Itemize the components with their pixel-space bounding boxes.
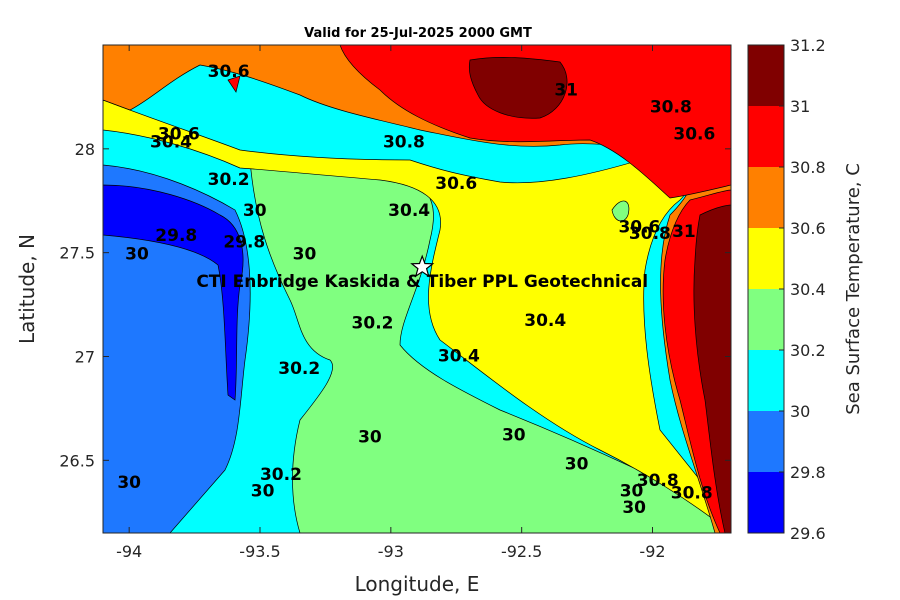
contour-label: 29.8 [155, 226, 197, 246]
site-star-marker [410, 254, 435, 278]
contour-label: 30.2 [352, 313, 394, 333]
x-tick-label: -93 [378, 542, 404, 561]
x-tick-label: -94 [116, 542, 142, 561]
contour-label: 30 [251, 481, 275, 501]
colorbar-swatch [748, 45, 784, 106]
x-axis-label: Longitude, E [355, 572, 480, 596]
sst-band-30.8-31.0-north [339, 45, 731, 199]
colorbar-swatch [748, 350, 784, 411]
contour-label: 30.8 [629, 224, 671, 244]
contour-label: 30 [622, 498, 646, 518]
sst-speck-green [611, 200, 630, 222]
colorbar-swatch [748, 167, 784, 228]
x-axis-ticks: -94 -93.5 -93 -92.5 -92 [116, 45, 666, 561]
contour-label: 30.8 [383, 133, 425, 153]
colorbar-swatch [748, 472, 784, 533]
contour-label: 30 [125, 245, 149, 265]
colorbar-tick-label: 29.8 [790, 463, 826, 482]
contour-label: 30 [243, 201, 267, 221]
contour-label: 30.2 [278, 359, 320, 379]
contour-label: 30.6 [435, 174, 477, 194]
sst-band-31.0-31.2-north [468, 57, 568, 119]
colorbar-label: Sea Surface Temperature, C [843, 163, 864, 415]
colorbar-tick-label: 30.8 [790, 158, 826, 177]
colorbar-tick-label: 30 [790, 402, 810, 421]
site-name-label: CTI Enbridge Kaskida & Tiber PPL Geotech… [196, 272, 648, 292]
contour-label: 30.8 [650, 97, 692, 117]
contour-plot-area [103, 45, 731, 533]
sst-speck-north [227, 75, 241, 93]
contour-label: 30.4 [438, 346, 480, 366]
contour-label: 30.4 [524, 311, 566, 331]
contour-label: 30 [502, 425, 526, 445]
y-tick-label: 28 [75, 140, 95, 159]
chart-title: Valid for 25-Jul-2025 2000 GMT [304, 26, 532, 41]
x-tick-label: -93.5 [239, 542, 280, 561]
contour-label: 30.8 [637, 471, 679, 491]
colorbar-tick-label: 31.2 [790, 36, 826, 55]
colorbar-tick-label: 30.2 [790, 341, 826, 360]
contour-label: 30.2 [208, 170, 250, 190]
colorbar-tick-label: 30.4 [790, 280, 826, 299]
site-layer: CTI Enbridge Kaskida & Tiber PPL Geotech… [196, 254, 648, 292]
sst-band-29.6-29.8 [103, 184, 244, 401]
colorbar-tick-label: 29.6 [790, 524, 826, 543]
contour-label: 30.2 [260, 465, 302, 485]
contour-label: 30.6 [158, 124, 200, 144]
y-tick-label: 27.5 [59, 244, 95, 263]
x-tick-label: -92 [639, 542, 665, 561]
y-axis-label: Latitude, N [15, 234, 39, 344]
y-tick-label: 26.5 [59, 451, 95, 470]
colorbar-swatch [748, 411, 784, 472]
contour-label: 30 [565, 454, 589, 474]
contour-label: 30 [620, 481, 644, 501]
colorbar: 29.6 29.8 30 30.2 30.4 30.6 30.8 31 31.2 [747, 36, 826, 543]
contour-label: 30.8 [671, 484, 713, 504]
colorbar-swatch [748, 228, 784, 289]
sst-band-30.4-30.6 [103, 99, 731, 533]
contour-label: 30.6 [618, 218, 660, 238]
colorbar-tick-label: 31 [790, 97, 810, 116]
plot-frame [102, 44, 732, 534]
contour-label: 30 [293, 245, 317, 265]
x-tick-label: -92.5 [501, 542, 542, 561]
contour-label: 30 [117, 473, 141, 493]
contour-label: 31 [554, 81, 578, 101]
contour-label: 30.6 [208, 62, 250, 82]
colorbar-swatch [748, 106, 784, 167]
colorbar-tick-label: 30.6 [790, 219, 826, 238]
colorbar-swatch [748, 289, 784, 350]
contour-label: 30.4 [388, 201, 430, 221]
contour-label: 30.4 [150, 133, 192, 153]
contour-label: 30.6 [673, 124, 715, 144]
y-tick-label: 27 [75, 347, 95, 366]
contour-label: 30 [358, 427, 382, 447]
contour-label: 29.8 [223, 232, 265, 252]
contour-label: 31 [672, 222, 696, 242]
y-axis-ticks: 26.5 27 27.5 28 [59, 140, 731, 470]
